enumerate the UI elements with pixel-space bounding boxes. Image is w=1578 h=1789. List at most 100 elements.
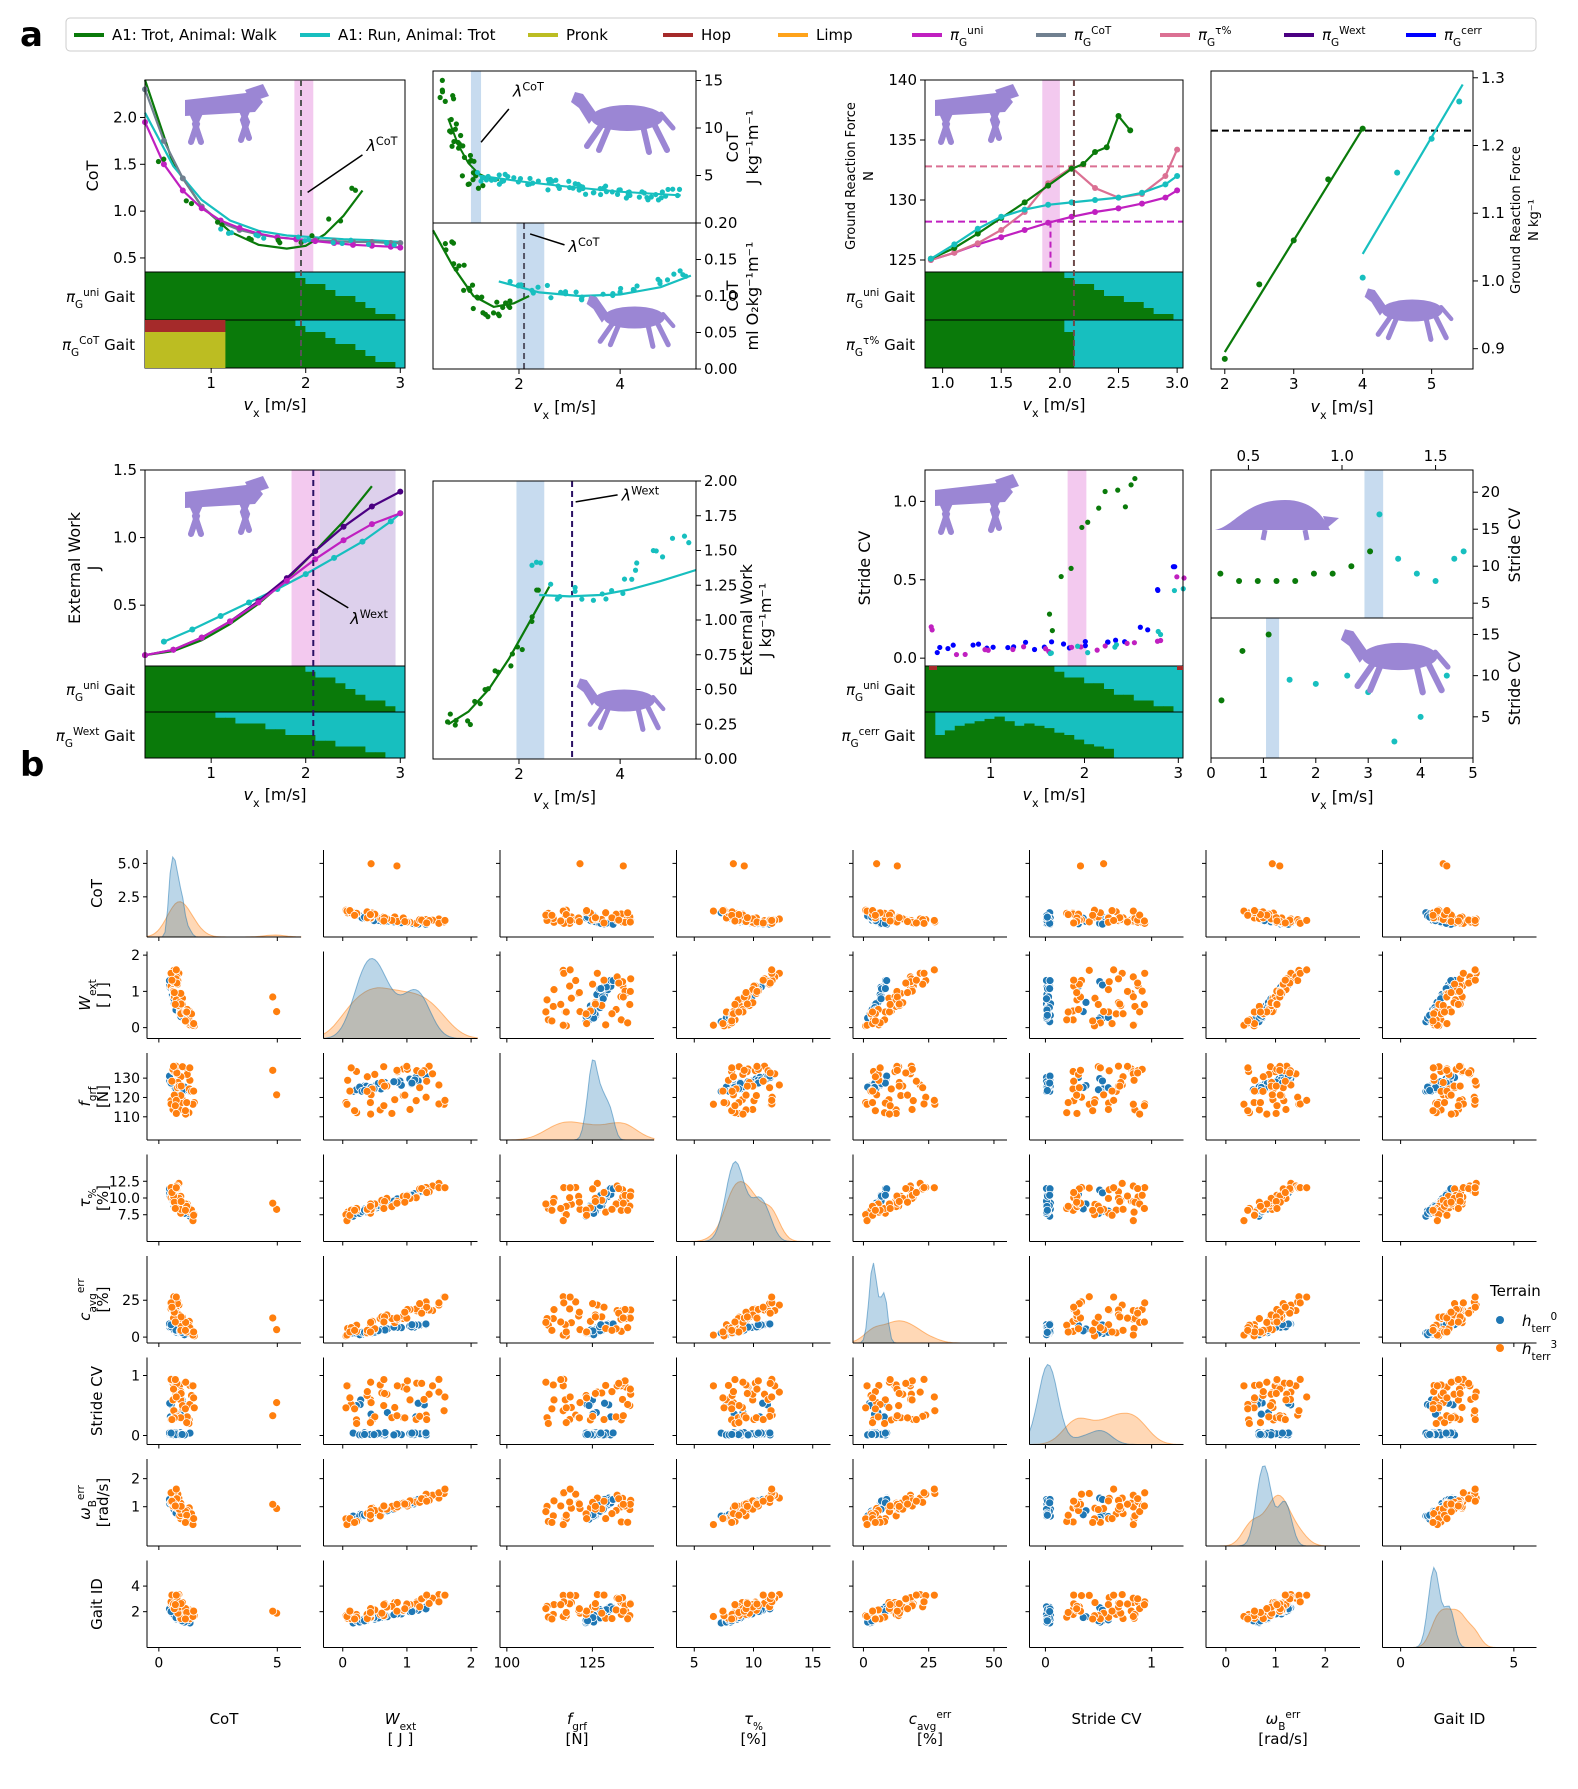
data-point [1348, 563, 1355, 570]
data-point [444, 719, 451, 725]
point-h3 [345, 1393, 355, 1403]
data-point [465, 181, 471, 188]
gait-strip-bar [215, 666, 226, 712]
point-h3 [350, 1106, 359, 1116]
label-part: [%] [94, 1287, 112, 1313]
data-point [469, 282, 476, 288]
gait-strip-bar [984, 666, 995, 712]
data-point [1127, 127, 1134, 134]
gait-strip-bar [934, 320, 946, 368]
gait-strip-bar [335, 746, 346, 758]
data-point [530, 290, 536, 296]
gait-strip-label: πGuni Gait [846, 287, 915, 311]
label-part: x [1032, 407, 1039, 420]
data-point [461, 154, 468, 160]
gait-pronk [185, 332, 196, 368]
point-h3 [901, 1068, 911, 1078]
label-part: [m/s] [1332, 397, 1374, 416]
y-axis-label: Ground Reaction Force [844, 102, 859, 250]
point-h3 [350, 910, 359, 920]
point-h3 [342, 1381, 352, 1391]
data-point [465, 718, 471, 724]
animal-leg [652, 123, 670, 153]
data-point [934, 649, 940, 656]
animal-tail [1438, 304, 1454, 322]
label-part: 1.5 [989, 374, 1013, 392]
gait-strip-bar [185, 272, 196, 320]
label-part: 10 [704, 119, 723, 137]
data-point [974, 230, 981, 237]
point-h3 [885, 1204, 895, 1213]
gait-strip-bar [1103, 296, 1114, 320]
gait-strip-bar [1054, 732, 1065, 758]
point-h3 [392, 1065, 402, 1075]
data-point [490, 310, 497, 316]
animal-leg [1433, 314, 1449, 341]
row-label: [%] [94, 1287, 112, 1313]
animal-leg [1375, 314, 1393, 337]
label-part: cerr [859, 726, 880, 738]
robot-leg [986, 491, 1001, 533]
data-point [437, 94, 443, 101]
point-h3 [170, 1317, 180, 1327]
gait-strip-bar [255, 723, 266, 758]
point-h3 [591, 1197, 600, 1206]
data-point [1115, 194, 1122, 201]
gait-strip-bar [355, 746, 366, 758]
gait-strip-label: πGWext Gait [56, 726, 135, 750]
data-point [246, 235, 252, 241]
point-h3 [1442, 861, 1452, 871]
data-point [591, 189, 597, 196]
gait-strip-label: πGuni Gait [66, 680, 135, 704]
point-h3 [185, 1063, 195, 1073]
label-part: 1.5 [113, 461, 137, 479]
gait-strip-bar [265, 320, 276, 368]
kde-area [147, 855, 301, 938]
gait-strip-bar [1073, 739, 1085, 758]
point-h3 [607, 1009, 617, 1019]
point-h3 [588, 1184, 598, 1194]
data-point [170, 646, 177, 653]
point-h3 [558, 1216, 568, 1226]
x-tick-label: 0.5 [1236, 447, 1260, 465]
y-tick-label: 1.0 [113, 529, 137, 547]
point-h3 [618, 1313, 628, 1323]
row-label: CoT [88, 878, 106, 908]
label-part: Trot, [141, 26, 175, 44]
point-h3 [1272, 1101, 1282, 1111]
point-h3 [728, 859, 738, 869]
point-h3 [1254, 1314, 1264, 1324]
gait-strip-bar [345, 296, 356, 320]
label-part: π [1074, 26, 1084, 44]
label-part: 5 [704, 167, 714, 185]
point-h3 [1272, 1204, 1282, 1213]
legend-label: πGuni [950, 25, 983, 49]
data-point [1092, 149, 1099, 155]
point-h3 [591, 1312, 600, 1322]
label-part: 1.5 [1424, 447, 1448, 465]
data-point [1218, 697, 1225, 704]
label-part: b [20, 745, 44, 785]
data-point [183, 198, 189, 204]
robot-silhouette [185, 84, 269, 145]
gait-strip-bar [1113, 694, 1124, 712]
label-part: uni [83, 287, 99, 299]
point-h3 [601, 1020, 611, 1030]
data-point [1265, 631, 1272, 638]
gait-strip-bar [974, 721, 985, 758]
point-h3 [352, 1419, 362, 1428]
point-h3 [417, 1068, 427, 1078]
pair-cell [496, 1357, 654, 1449]
pair-cell [672, 850, 831, 941]
data-point [609, 587, 615, 594]
label-part: 0.5 [113, 596, 137, 614]
label-part: 5 [1481, 708, 1491, 726]
point-h3 [1453, 916, 1463, 926]
label-part: 0 [1206, 764, 1216, 782]
data-point [1256, 281, 1263, 288]
point-h3 [1455, 1081, 1465, 1091]
point-h3 [565, 981, 575, 991]
label-part: 130 [888, 191, 917, 209]
y-tick-label: 1.0 [113, 202, 137, 220]
